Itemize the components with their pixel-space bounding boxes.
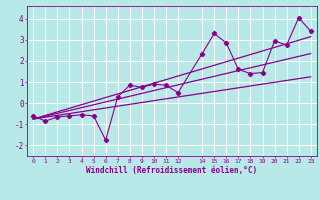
X-axis label: Windchill (Refroidissement éolien,°C): Windchill (Refroidissement éolien,°C) bbox=[86, 166, 258, 175]
